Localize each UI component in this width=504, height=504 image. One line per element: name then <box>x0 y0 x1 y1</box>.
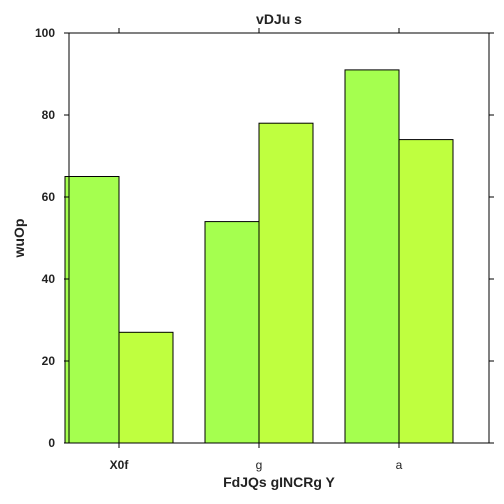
bar-a-series-2 <box>398 139 454 444</box>
bar-g-series-2 <box>258 122 314 444</box>
chart-title: vDJu s <box>256 11 302 27</box>
plot-frame <box>68 32 490 444</box>
y-tick-label: 100 <box>35 26 55 40</box>
x-tick-label: a <box>396 458 403 472</box>
bars-layer <box>64 69 454 444</box>
y-tick-label: 80 <box>42 108 56 122</box>
y-tick-label: 60 <box>42 190 56 204</box>
bar-a-series-1 <box>344 69 400 444</box>
ticks-layer: X0f g a 0 20 40 60 80 100 <box>35 26 494 472</box>
x-tick-label: g <box>256 458 263 472</box>
y-tick-label: 0 <box>48 436 55 450</box>
y-tick-label: 40 <box>42 272 56 286</box>
bar-g-series-1 <box>204 221 260 444</box>
bar-X0f-series-1 <box>64 176 120 444</box>
y-axis-label: wuOp <box>11 219 27 259</box>
y-tick-label: 20 <box>42 354 56 368</box>
x-axis-label: FdJQs gINCRg Y <box>223 474 335 490</box>
x-tick-label: X0f <box>110 458 130 472</box>
bar-X0f-series-2 <box>118 331 174 444</box>
